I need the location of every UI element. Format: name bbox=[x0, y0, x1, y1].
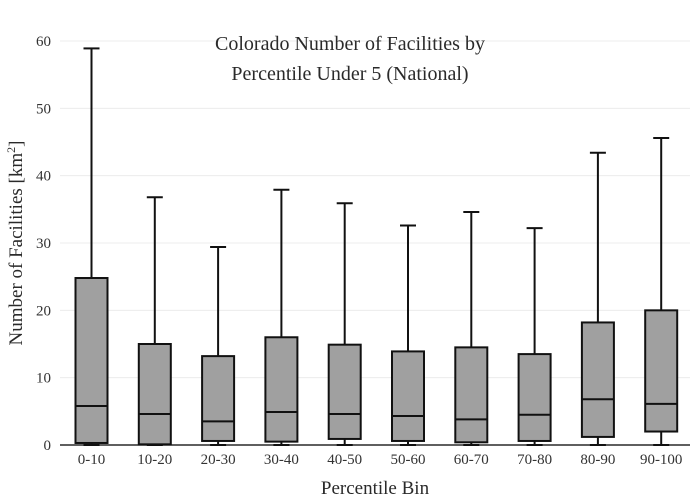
box-20-30 bbox=[201, 246, 236, 446]
box-0-10 bbox=[74, 47, 109, 446]
y-tick-label: 20 bbox=[36, 303, 51, 319]
x-axis-label: Percentile Bin bbox=[321, 478, 430, 499]
box-50-60 bbox=[391, 224, 425, 446]
iqr-box bbox=[644, 309, 679, 433]
iqr-box bbox=[517, 353, 552, 442]
x-tick-labels: 0-10 10-20 20-30 30-40 40-50 50-60 60-70 70-80 8… bbox=[78, 452, 683, 468]
box-10-20 bbox=[137, 196, 172, 446]
y-axis-label-superscript: 2 bbox=[4, 147, 18, 153]
x-tick-label: 0-10 bbox=[78, 452, 106, 468]
x-tick-label: 70-80 bbox=[517, 452, 552, 468]
y-tick-label: 0 bbox=[44, 438, 52, 454]
y-axis-label-main: Number of Facilities [km bbox=[6, 153, 27, 346]
box-80-90 bbox=[580, 151, 615, 446]
x-tick-label: 30-40 bbox=[264, 452, 299, 468]
y-tick-label: 30 bbox=[36, 236, 51, 252]
box-30-40 bbox=[264, 188, 299, 446]
box-40-50 bbox=[327, 202, 362, 446]
x-tick-label: 90-100 bbox=[640, 452, 683, 468]
iqr-box bbox=[201, 355, 236, 442]
box-70-80 bbox=[517, 227, 552, 446]
chart-title-line-1: Colorado Number of Facilities by bbox=[215, 33, 485, 55]
iqr-box bbox=[264, 336, 299, 443]
y-tick-label: 40 bbox=[36, 169, 51, 185]
iqr-box bbox=[580, 321, 615, 438]
iqr-box bbox=[391, 350, 425, 442]
x-tick-label: 80-90 bbox=[580, 452, 615, 468]
y-tick-label: 10 bbox=[36, 371, 51, 387]
y-tick-label: 50 bbox=[36, 101, 51, 117]
box-layer bbox=[74, 47, 679, 446]
x-tick-label: 40-50 bbox=[327, 452, 362, 468]
x-tick-label: 50-60 bbox=[391, 452, 426, 468]
iqr-box bbox=[74, 277, 109, 444]
chart-title-line-2: Percentile Under 5 (National) bbox=[231, 63, 468, 85]
x-tick-label: 60-70 bbox=[454, 452, 489, 468]
iqr-box bbox=[454, 346, 489, 444]
iqr-box bbox=[137, 343, 172, 446]
box-60-70 bbox=[454, 211, 489, 446]
x-tick-label: 20-30 bbox=[201, 452, 236, 468]
y-axis-label: Number of Facilities [km2] bbox=[4, 141, 27, 346]
x-tick-label: 10-20 bbox=[137, 452, 172, 468]
box-90-100 bbox=[644, 136, 679, 446]
y-tick-labels: 0 10 20 30 40 50 60 bbox=[36, 34, 51, 454]
iqr-box bbox=[327, 343, 362, 440]
y-tick-label: 60 bbox=[36, 34, 51, 50]
y-axis-label-end: ] bbox=[6, 141, 27, 147]
